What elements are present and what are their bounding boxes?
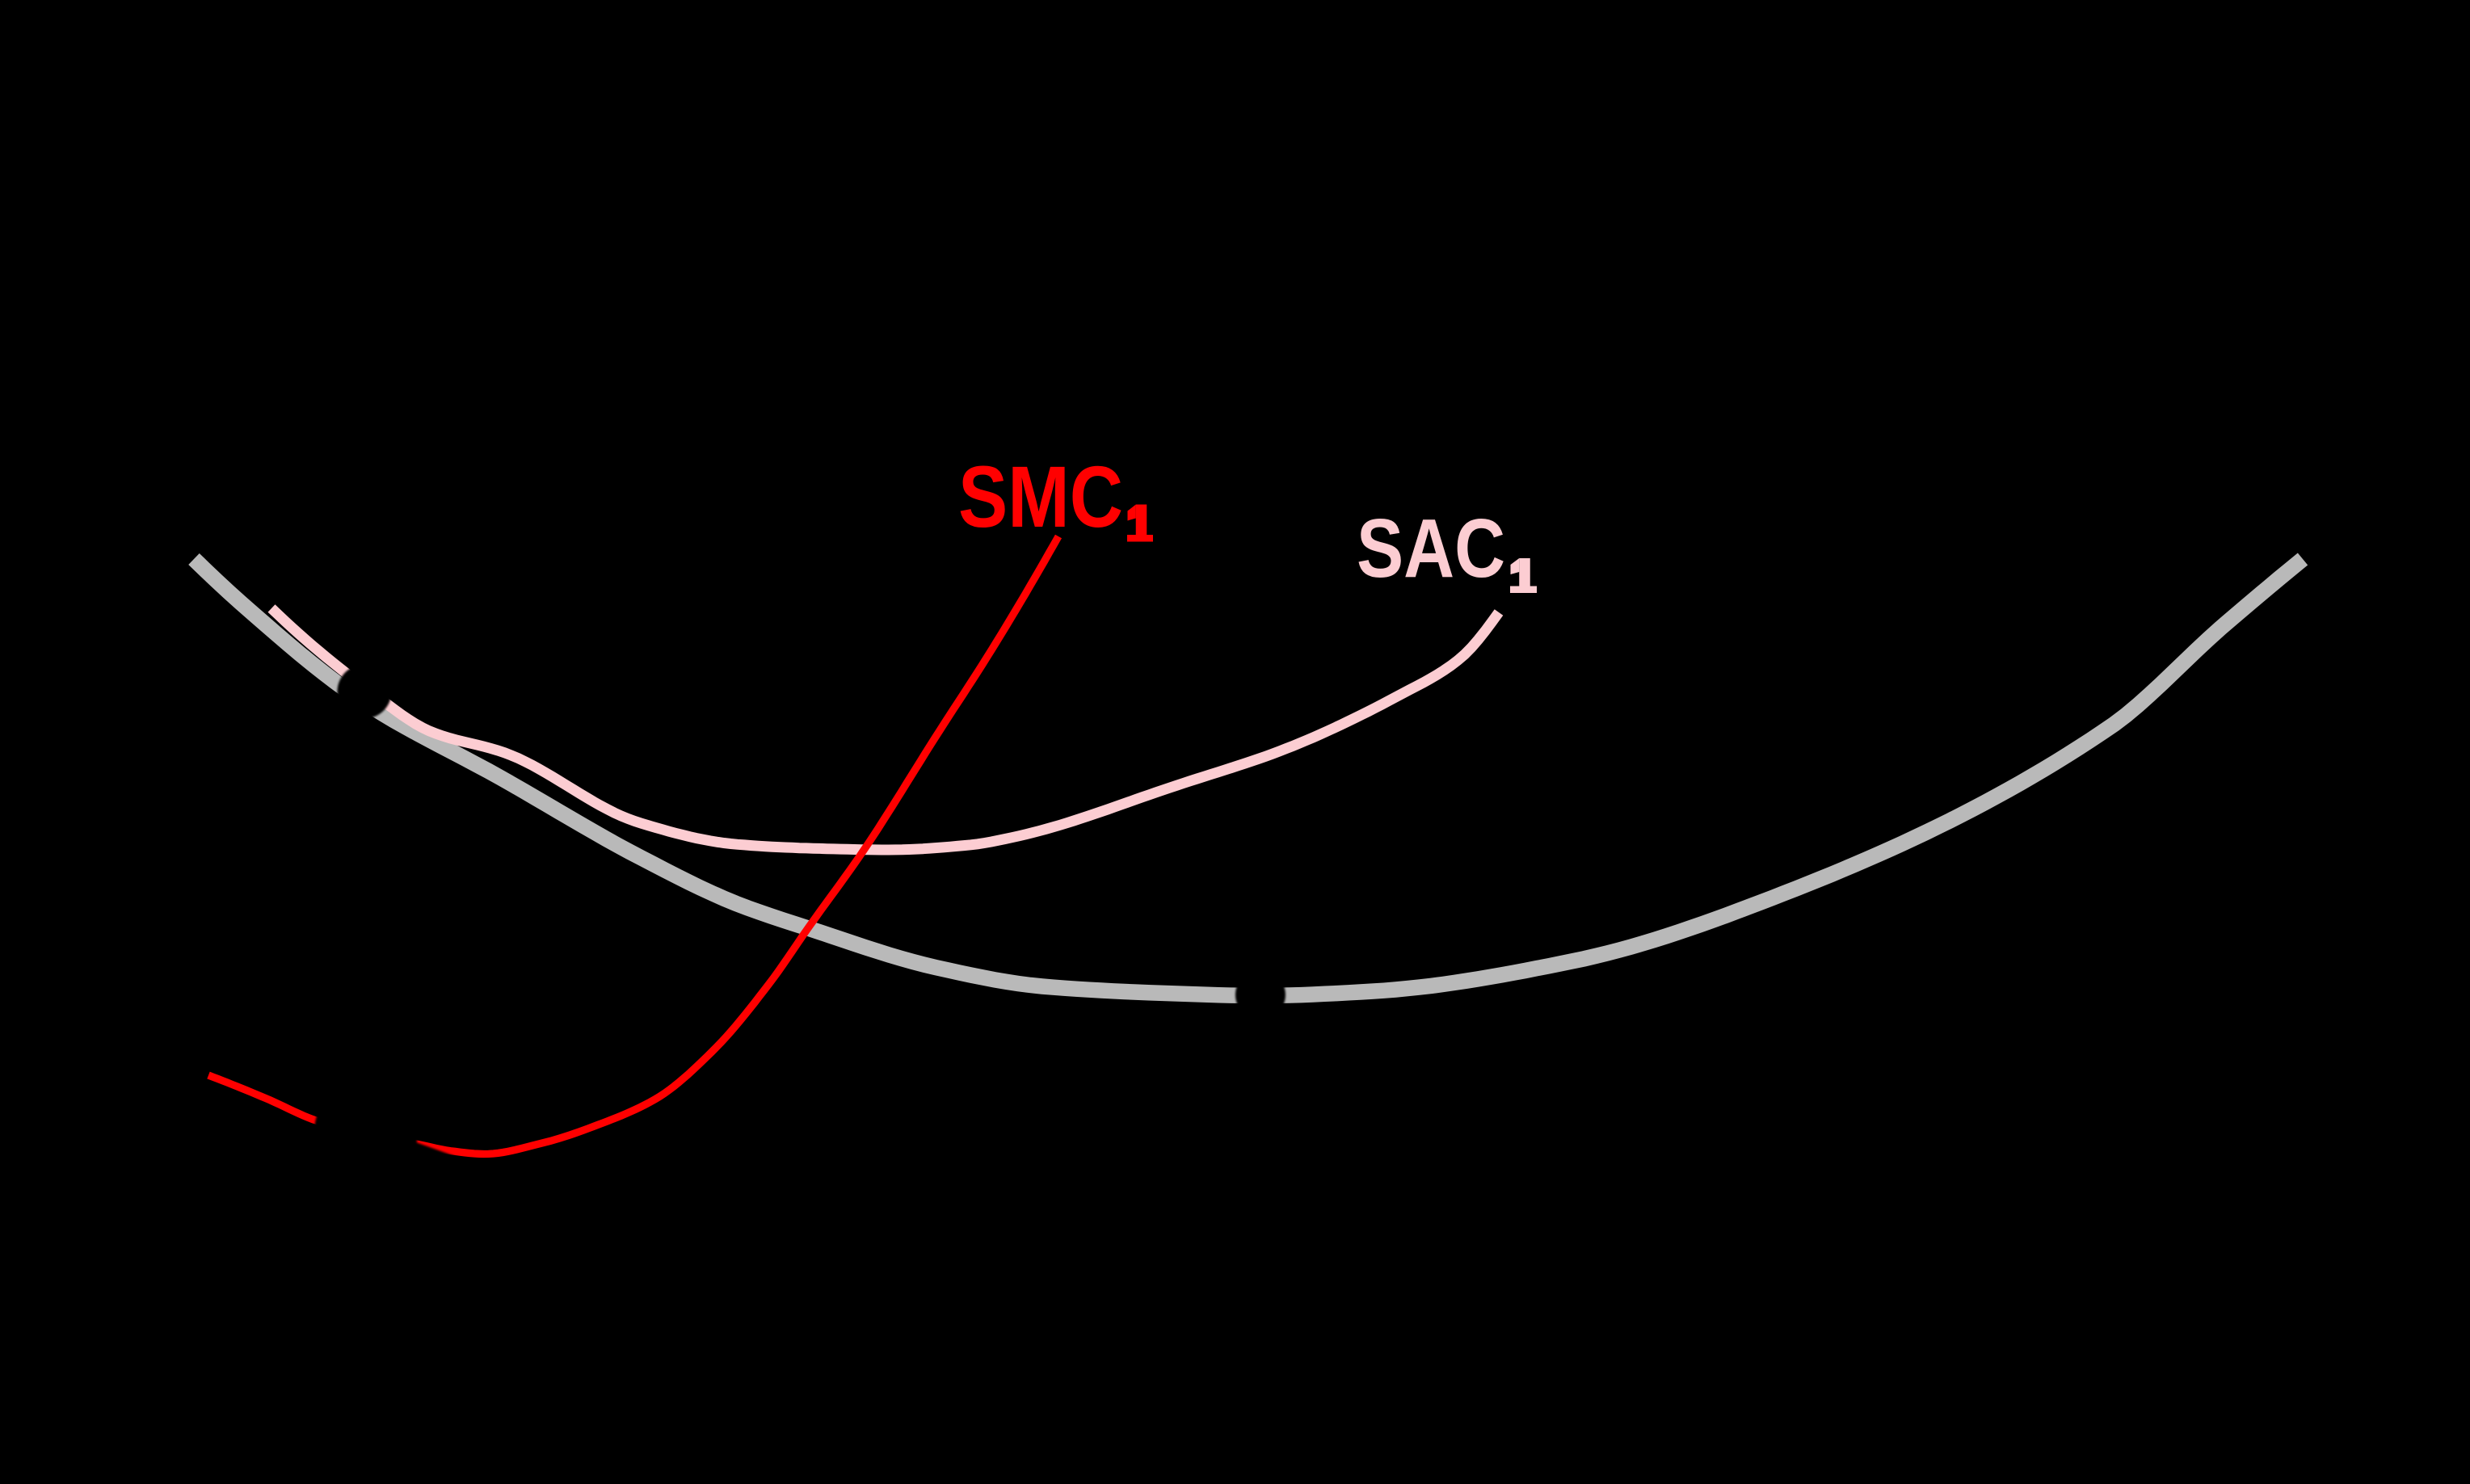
svg-text:SAC: SAC <box>1357 502 1505 595</box>
svg-text:SMC: SMC <box>958 448 1123 545</box>
